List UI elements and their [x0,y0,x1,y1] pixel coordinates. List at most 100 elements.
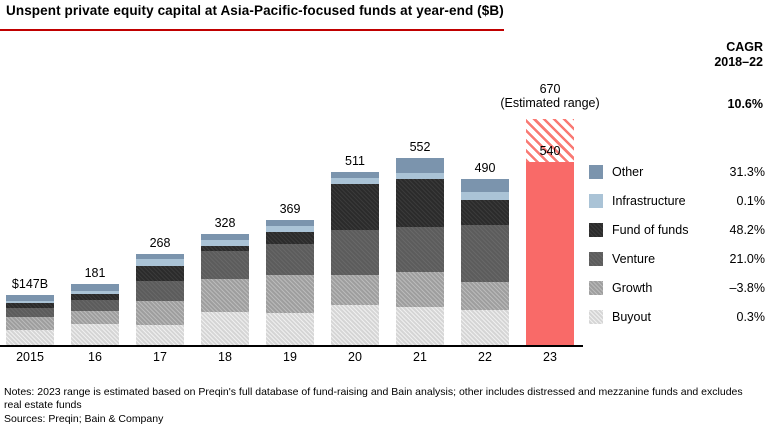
bar-total-label-19: 369 [279,202,301,217]
bar-segment-venture-20 [331,229,379,275]
bar-segment-venture-19 [266,243,314,275]
x-axis-label-22: 22 [478,350,492,364]
legend-row-fund-of-funds: Fund of funds 48.2% [589,223,765,238]
bar-segment-infrastructure-16 [71,291,119,294]
bar-segment-buyout-19 [266,312,314,345]
bar-segment-growth-22 [461,282,509,310]
bar-segment-fund-of-funds-20 [331,184,379,230]
legend-swatch-icon [589,252,603,266]
x-axis-label-20: 20 [348,350,362,364]
bar-total-label-22: 490 [474,161,496,176]
bar-segment-other-20 [331,172,379,179]
legend-label: Growth [612,281,653,295]
footnote-notes: Notes: 2023 range is estimated based on … [4,386,743,411]
legend-row-other: Other 31.3% [589,165,765,180]
legend-row-growth: Growth –3.8% [589,281,765,296]
legend-swatch-icon [589,165,603,179]
cagr-header-line1: CAGR [726,40,763,54]
footnote-sources: Sources: Preqin; Bain & Company [4,413,164,425]
legend-cagr-value: 48.2% [729,223,765,237]
legend-label: Other [612,165,644,179]
x-axis-label-18: 18 [218,350,232,364]
bar-2023-estimated-range-hatch [526,118,574,163]
bar-segment-growth-2015 [6,316,54,331]
bar-segment-other-16 [71,283,119,292]
bar-segment-fund-of-funds-17 [136,265,184,282]
legend-label: Buyout [612,310,651,324]
x-axis-label-21: 21 [413,350,427,364]
bar-segment-venture-21 [396,227,444,272]
bar-total-label-2015: $147B [11,277,49,292]
bar-segment-fund-of-funds-18 [201,246,249,252]
bar-segment-fund-of-funds-16 [71,293,119,301]
estimated-range-value: 670 [539,81,561,96]
bar-segment-infrastructure-20 [331,178,379,185]
bar-segment-fund-of-funds-19 [266,232,314,244]
legend-swatch-icon [589,194,603,208]
bar-segment-infrastructure-2015 [6,301,54,304]
x-axis-label-23: 23 [543,350,557,364]
bar-segment-venture-18 [201,251,249,279]
x-axis-label-16: 16 [88,350,102,364]
bar-segment-fund-of-funds-21 [396,179,444,228]
bar-segment-fund-of-funds-22 [461,200,509,225]
bar-segment-infrastructure-17 [136,259,184,266]
legend-label: Venture [612,252,656,266]
bar-segment-other-2015 [6,295,54,302]
bar-segment-buyout-22 [461,309,509,345]
legend-row-venture: Venture 21.0% [589,252,765,267]
bar-segment-growth-21 [396,271,444,308]
estimated-range-sublabel: (Estimated range) [500,95,600,110]
bar-total-label-21: 552 [409,140,431,155]
bar-segment-fund-of-funds-2015 [6,303,54,309]
bar-segment-growth-20 [331,274,379,306]
estimated-range-label: 670 (Estimated range) [480,82,620,110]
bar-segment-other-18 [201,234,249,241]
legend-cagr-value: 0.3% [736,310,766,324]
cagr-total-value: 10.6% [727,97,763,111]
legend-swatch-icon [589,223,603,237]
bar-segment-infrastructure-21 [396,172,444,180]
bar-segment-buyout-16 [71,324,119,345]
bar-segment-infrastructure-19 [266,226,314,233]
bar-2023-solid [526,162,574,345]
bar-total-label-18: 328 [214,216,236,231]
title-accent-rule [0,29,504,31]
legend-cagr-value: 31.3% [729,165,765,179]
legend-label: Infrastructure [612,194,686,208]
bar-segment-growth-17 [136,301,184,326]
bar-segment-buyout-2015 [6,330,54,345]
bar-segment-other-21 [396,158,444,173]
bar-total-label-20: 511 [345,154,365,169]
legend-swatch-icon [589,281,603,295]
bar-segment-growth-18 [201,278,249,312]
x-axis-line [0,345,583,347]
bar-total-label-23: 540 [539,144,561,159]
bar-segment-venture-2015 [6,308,54,317]
bar-segment-buyout-20 [331,305,379,345]
bar-segment-other-22 [461,179,509,192]
legend-row-buyout: Buyout 0.3% [589,310,765,325]
cagr-header-line2: 2018–22 [714,55,763,69]
bar-total-label-16: 181 [84,265,106,280]
bar-segment-buyout-21 [396,307,444,345]
bar-segment-growth-16 [71,310,119,325]
bar-total-label-17: 268 [149,236,171,251]
legend-swatch-icon [589,310,603,324]
chart-title: Unspent private equity capital at Asia-P… [6,3,504,18]
legend-cagr-value: –3.8% [729,281,765,295]
legend-cagr-value: 21.0% [729,252,765,266]
x-axis-label-19: 19 [283,350,297,364]
legend-row-infrastructure: Infrastructure 0.1% [589,194,765,209]
bar-segment-other-17 [136,254,184,260]
cagr-column-header: CAGR 2018–22 [643,40,763,70]
x-axis-label-2015: 2015 [16,350,44,364]
bar-segment-venture-22 [461,224,509,283]
legend-label: Fund of funds [612,223,689,237]
x-axis-label-17: 17 [153,350,167,364]
bar-segment-infrastructure-18 [201,240,249,247]
bar-segment-other-19 [266,220,314,227]
bar-segment-infrastructure-22 [461,191,509,201]
